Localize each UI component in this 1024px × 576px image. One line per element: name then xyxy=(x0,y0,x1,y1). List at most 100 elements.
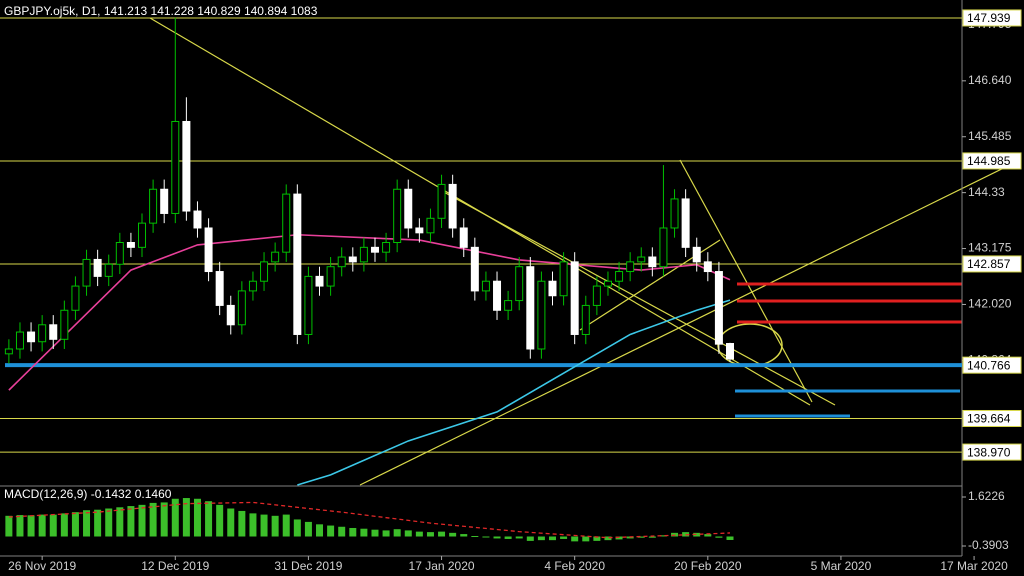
candle-body xyxy=(648,256,657,268)
candle-body xyxy=(670,198,679,229)
macd-bar xyxy=(94,509,102,537)
candle-body xyxy=(493,280,502,311)
price-level-box xyxy=(962,356,1022,374)
macd-bar xyxy=(327,525,335,537)
macd-bar xyxy=(504,536,512,539)
candle-body xyxy=(326,266,335,287)
macd-bar xyxy=(571,536,579,542)
price-level-box xyxy=(962,443,1022,461)
candle-body xyxy=(659,227,668,268)
candle-body xyxy=(615,271,624,282)
candle-body xyxy=(282,193,291,253)
x-tick-label: 31 Dec 2019 xyxy=(274,559,342,573)
candle-body xyxy=(370,246,379,253)
macd-bar xyxy=(282,514,290,537)
candle-body xyxy=(226,304,235,326)
macd-bar xyxy=(38,514,46,537)
candle-body xyxy=(703,261,712,273)
macd-bar xyxy=(382,530,390,537)
macd-bar xyxy=(449,532,457,537)
macd-bar xyxy=(349,527,357,537)
candle-body xyxy=(337,256,346,268)
y-tick-label: 144.33 xyxy=(968,185,1005,199)
candle-body xyxy=(115,242,124,265)
macd-bar xyxy=(260,514,268,537)
macd-bar xyxy=(493,536,501,539)
y-tick-label: 143.175 xyxy=(968,241,1012,255)
price-level-box xyxy=(962,255,1022,273)
candle-body xyxy=(248,280,257,292)
x-tick-label: 17 Jan 2020 xyxy=(409,559,475,573)
macd-bar xyxy=(715,536,723,538)
candle-body xyxy=(182,120,191,212)
candle-body xyxy=(38,324,47,343)
macd-bar xyxy=(127,506,135,537)
trend-line xyxy=(679,159,813,403)
macd-bar xyxy=(293,519,301,537)
macd-bar xyxy=(182,498,190,537)
macd-bar xyxy=(216,504,224,537)
macd-bar xyxy=(304,521,312,537)
y-tick-label: 1.6226 xyxy=(968,489,1005,503)
macd-bar xyxy=(149,502,157,537)
macd-bar xyxy=(227,508,235,537)
macd-bar xyxy=(360,528,368,537)
macd-bar xyxy=(205,501,213,537)
candle-body xyxy=(260,261,269,282)
x-tick-label: 26 Nov 2019 xyxy=(8,559,76,573)
macd-bar xyxy=(415,531,423,537)
price-level-label: 138.970 xyxy=(967,445,1011,459)
macd-bar xyxy=(160,502,168,537)
chart-title: GBPJPY.oj5k, D1, 141.213 141.228 140.829… xyxy=(4,4,318,18)
macd-bar xyxy=(116,507,124,537)
candle-body xyxy=(293,193,302,335)
candle-body xyxy=(15,331,24,350)
signal-line xyxy=(8,501,731,539)
x-tick-label: 5 Mar 2020 xyxy=(811,559,872,573)
macd-bar xyxy=(27,515,35,537)
candle-body xyxy=(448,183,457,229)
candle-body xyxy=(592,285,601,306)
candle-body xyxy=(404,188,413,229)
candle-body xyxy=(193,210,202,229)
price-level-label: 147.939 xyxy=(967,11,1011,25)
macd-bar xyxy=(604,536,612,541)
price-level-box xyxy=(962,409,1022,427)
candle-body xyxy=(104,263,113,277)
drawing-objects xyxy=(0,0,1021,557)
candle-body xyxy=(215,271,224,306)
candle-body xyxy=(304,275,313,335)
macd-title: MACD(12,26,9) -0.1432 0.1460 xyxy=(4,487,172,501)
price-level-label: 140.766 xyxy=(967,358,1011,372)
candle-body xyxy=(126,242,135,248)
candle-body xyxy=(548,280,557,297)
macd-bar xyxy=(105,508,113,537)
candle-body xyxy=(393,188,402,243)
macd-bar xyxy=(648,536,656,538)
macd-bar xyxy=(582,536,590,542)
macd-bar xyxy=(371,529,379,537)
x-tick-label: 4 Feb 2020 xyxy=(544,559,605,573)
candle-body xyxy=(348,256,357,263)
candle-body xyxy=(559,261,568,297)
price-level-box xyxy=(962,152,1022,170)
candle-body xyxy=(315,275,324,287)
macd-bar xyxy=(426,532,434,537)
macd-bar xyxy=(637,536,645,538)
macd-bar xyxy=(5,515,13,537)
macd-bar xyxy=(548,536,556,541)
x-tick-label: 17 Mar 2020 xyxy=(940,559,1008,573)
trend-line xyxy=(359,159,1021,486)
macd-bar xyxy=(16,515,24,537)
candle-body xyxy=(470,246,479,292)
candle-body xyxy=(504,300,513,311)
macd-bar xyxy=(316,524,324,537)
macd-bar xyxy=(393,529,401,537)
candle-body xyxy=(603,280,612,287)
candle-body xyxy=(271,251,280,263)
candle-body xyxy=(160,188,169,214)
macd-bar xyxy=(659,535,667,537)
candle-body xyxy=(426,217,435,234)
